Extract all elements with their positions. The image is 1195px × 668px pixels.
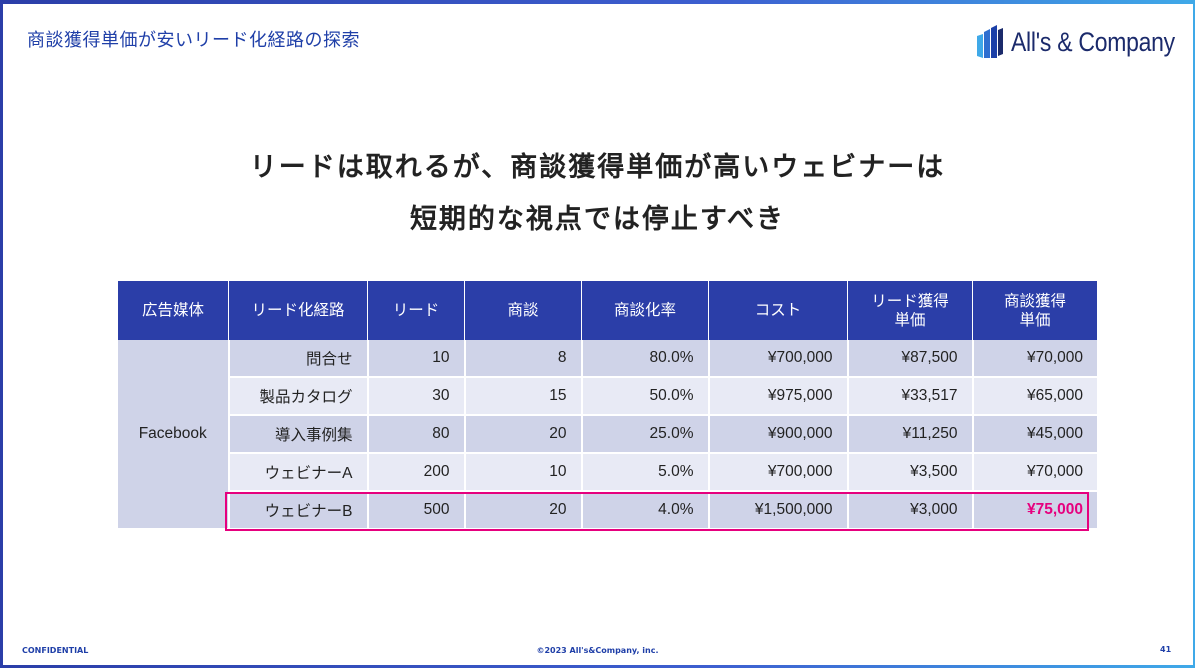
deal-cpa-cell: ¥65,000	[972, 377, 1097, 416]
rate-cell: 80.0%	[581, 340, 710, 378]
deal-cpa-cell: ¥70,000	[972, 453, 1097, 492]
route-cell: ウェビナーB	[228, 491, 369, 530]
confidential-label: CONFIDENTIAL	[22, 646, 89, 655]
cost-cell: ¥700,000	[708, 453, 849, 492]
logo-text: All's & Company	[1011, 26, 1175, 57]
left-accent-bar	[0, 0, 3, 668]
lead-cpa-cell: ¥3,500	[847, 453, 974, 492]
route-cell: ウェビナーA	[228, 453, 369, 492]
table-row: ウェビナーA 200 10 5.0% ¥700,000 ¥3,500 ¥70,0…	[118, 453, 1097, 492]
table-row-highlighted: ウェビナーB 500 20 4.0% ¥1,500,000 ¥3,000 ¥75…	[118, 491, 1097, 530]
rate-cell: 5.0%	[581, 453, 710, 492]
bottom-accent-bar	[0, 665, 1195, 668]
deal-cpa-cell: ¥70,000	[972, 340, 1097, 378]
route-cell: 製品カタログ	[228, 377, 369, 416]
leads-cell: 80	[367, 415, 466, 454]
right-accent-bar	[1193, 0, 1195, 668]
media-cell: Facebook	[118, 340, 230, 530]
lead-cpa-cell: ¥87,500	[847, 340, 974, 378]
deals-cell: 8	[464, 340, 583, 378]
top-accent-bar	[0, 0, 1195, 4]
rate-cell: 4.0%	[581, 491, 710, 530]
col-header-deal-cpa: 商談獲得 単価	[972, 281, 1097, 340]
cost-cell: ¥975,000	[708, 377, 849, 416]
route-cell: 導入事例集	[228, 415, 369, 454]
lead-cpa-cell: ¥11,250	[847, 415, 974, 454]
table-row: Facebook 問合せ 10 8 80.0% ¥700,000 ¥87,500…	[118, 340, 1097, 530]
cost-cell: ¥1,500,000	[708, 491, 849, 530]
col-header-cost: コスト	[708, 281, 848, 340]
cost-cell: ¥900,000	[708, 415, 849, 454]
leads-cell: 200	[367, 453, 466, 492]
col-header-media: 広告媒体	[118, 281, 229, 340]
table-row: 導入事例集 80 20 25.0% ¥900,000 ¥11,250 ¥45,0…	[118, 415, 1097, 454]
copyright-text: ©2023 All's&Company, inc.	[536, 646, 659, 655]
rate-cell: 25.0%	[581, 415, 710, 454]
lead-cpa-cell: ¥33,517	[847, 377, 974, 416]
leads-cell: 10	[367, 340, 466, 378]
deal-cpa-cell: ¥45,000	[972, 415, 1097, 454]
col-header-deal-rate: 商談化率	[581, 281, 709, 340]
col-header-deals: 商談	[464, 281, 582, 340]
headline-line-2: 短期的な視点では停止すべき	[409, 204, 786, 235]
col-header-lead-cpa: リード獲得 単価	[847, 281, 973, 340]
channel-performance-table: 広告媒体 リード化経路 リード 商談 商談化率 コスト リード獲得 単価 商談獲…	[118, 281, 1097, 530]
deals-cell: 20	[464, 491, 583, 530]
building-bars-logo-icon	[977, 25, 1003, 58]
route-cell: 問合せ	[228, 340, 369, 378]
slide-header-title: 商談獲得単価が安いリード化経路の探索	[27, 30, 360, 51]
rate-cell: 50.0%	[581, 377, 710, 416]
deal-cpa-cell-highlighted: ¥75,000	[972, 491, 1097, 530]
table-header-row: 広告媒体 リード化経路 リード 商談 商談化率 コスト リード獲得 単価 商談獲…	[118, 281, 1097, 340]
deals-cell: 20	[464, 415, 583, 454]
col-header-route: リード化経路	[228, 281, 368, 340]
col-header-leads: リード	[367, 281, 465, 340]
deals-cell: 15	[464, 377, 583, 416]
leads-cell: 30	[367, 377, 466, 416]
leads-cell: 500	[367, 491, 466, 530]
page-number: 41	[1160, 645, 1172, 654]
deals-cell: 10	[464, 453, 583, 492]
webinar-b-highlight-box	[225, 492, 1089, 531]
cost-cell: ¥700,000	[708, 340, 849, 378]
company-logo: All's & Company	[975, 22, 1195, 62]
lead-cpa-cell: ¥3,000	[847, 491, 974, 530]
table-row: 製品カタログ 30 15 50.0% ¥975,000 ¥33,517 ¥65,…	[118, 377, 1097, 416]
headline-line-1: リードは取れるが、商談獲得単価が高いウェビナーは	[249, 152, 946, 183]
